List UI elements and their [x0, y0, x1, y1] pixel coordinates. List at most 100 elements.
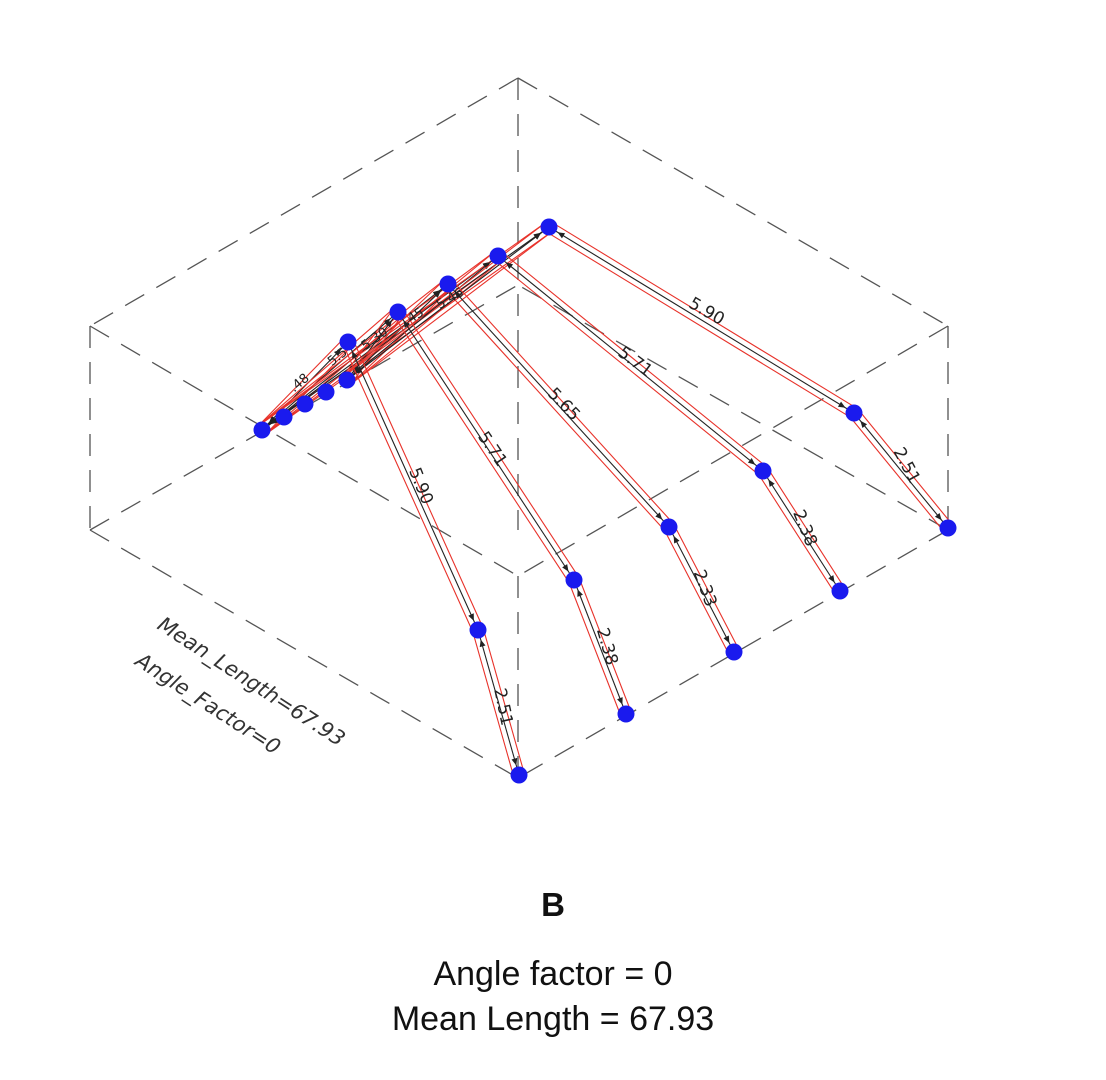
- bone-arrowhead: [468, 613, 474, 621]
- bone-outline: [849, 416, 945, 532]
- bone-outline: [342, 308, 395, 378]
- bone-line: [548, 226, 855, 414]
- bounding-box: [89, 77, 949, 779]
- bone-arrowhead: [352, 351, 358, 359]
- joints: [253, 218, 957, 784]
- skeleton-diagram: 5.90 2.51 5.71 2.38 5.65 2.33 5.71 2.38 …: [89, 77, 957, 784]
- bone-outline: [343, 251, 495, 377]
- bone-segment: [443, 279, 674, 532]
- joint-a3: [439, 275, 457, 293]
- bone-line: [347, 341, 479, 631]
- bone-arrowhead: [505, 262, 514, 270]
- label-f3-distal: 2.33: [689, 567, 721, 609]
- bone-arrowhead: [747, 457, 756, 465]
- joint-b3: [660, 518, 678, 536]
- caption-mean-length: Mean Length = 67.93: [391, 1000, 715, 1038]
- joint-a1: [339, 333, 357, 351]
- bone-segment: [545, 221, 858, 419]
- label-f1-proximal: 5.90: [404, 465, 437, 508]
- bone-segment: [343, 251, 502, 385]
- bone-segment: [663, 524, 740, 655]
- joint-c4: [831, 582, 849, 600]
- bone-segment: [343, 222, 553, 385]
- bone-outline: [349, 230, 553, 385]
- bone-outline: [551, 221, 858, 409]
- bone-outline: [342, 279, 445, 377]
- joint-c5: [939, 519, 957, 537]
- joint-b1: [469, 621, 487, 639]
- joint-m4: [338, 371, 356, 389]
- bone-line: [573, 579, 627, 715]
- bone-line: [346, 255, 499, 381]
- box-edge: [517, 529, 949, 779]
- bone-segment: [568, 577, 632, 717]
- bone-outline: [350, 314, 403, 384]
- bone-outline: [494, 259, 760, 476]
- joint-c2: [617, 705, 635, 723]
- bone-outline: [545, 231, 852, 419]
- joint-m3: [317, 383, 335, 401]
- bone-arrowhead: [403, 320, 410, 328]
- bone-arrowhead: [454, 291, 462, 299]
- bone-segment: [472, 628, 525, 777]
- bone-line: [346, 226, 550, 381]
- bone-outline: [757, 473, 836, 595]
- box-edge: [89, 529, 519, 779]
- bone-arrowhead: [354, 367, 363, 374]
- bone-outline: [350, 259, 502, 385]
- label-f5-distal: 2.51: [889, 444, 924, 487]
- bone-outline: [258, 307, 395, 427]
- bone-outline: [257, 337, 345, 427]
- bone-segment: [342, 339, 484, 633]
- bone-arrowhead: [562, 564, 569, 572]
- bone-segment: [494, 251, 767, 476]
- bone-segment: [849, 409, 953, 532]
- bone-line: [762, 470, 841, 592]
- bone-arrowhead: [482, 262, 491, 270]
- label-f2-distal: 2.38: [592, 626, 622, 668]
- bone-line: [853, 412, 949, 529]
- bone-outline: [568, 581, 622, 717]
- bone-outline: [472, 631, 515, 777]
- label-f5-proximal: 5.90: [685, 294, 728, 330]
- bone-line: [447, 283, 670, 528]
- joint-a4: [489, 247, 507, 265]
- bone-outline: [352, 339, 484, 628]
- bone-outline: [258, 279, 445, 427]
- box-edge: [89, 77, 519, 327]
- box-edge: [517, 77, 949, 327]
- bone-arrowhead: [433, 290, 441, 298]
- bone-arrowhead: [511, 757, 518, 766]
- bone-outline: [443, 287, 666, 532]
- bone-arrowhead: [385, 320, 392, 328]
- bone-outline: [392, 314, 570, 584]
- bone-outline: [343, 222, 547, 377]
- label-f2-proximal: 5.71: [473, 428, 511, 471]
- bone-arrowhead: [860, 420, 868, 429]
- bone-line: [497, 255, 764, 472]
- bone-arrowhead: [837, 401, 846, 408]
- bone-segment: [392, 308, 580, 584]
- joint-c1: [510, 766, 528, 784]
- panel-letter: B: [541, 886, 565, 923]
- bone-arrowhead: [383, 318, 391, 326]
- joint-m2: [296, 395, 314, 413]
- joint-a2: [389, 303, 407, 321]
- bone-arrowhead: [723, 635, 730, 644]
- bone-outline: [402, 308, 580, 578]
- bone-outline: [767, 467, 846, 589]
- bone-outline: [342, 344, 474, 633]
- joint-b5: [845, 404, 863, 422]
- bone-arrowhead: [533, 233, 542, 240]
- box-edge: [517, 284, 949, 531]
- bone-outline: [663, 529, 730, 655]
- bone-arrowhead: [934, 512, 942, 521]
- joint-c3: [725, 643, 743, 661]
- label-f1-distal: 2.51: [489, 686, 516, 727]
- bone-arrowhead: [828, 575, 835, 583]
- joint-b2: [565, 571, 583, 589]
- bone-arrowhead: [673, 535, 680, 544]
- joint-w: [253, 421, 271, 439]
- joint-m1: [275, 408, 293, 426]
- bone-arrowhead: [655, 512, 663, 520]
